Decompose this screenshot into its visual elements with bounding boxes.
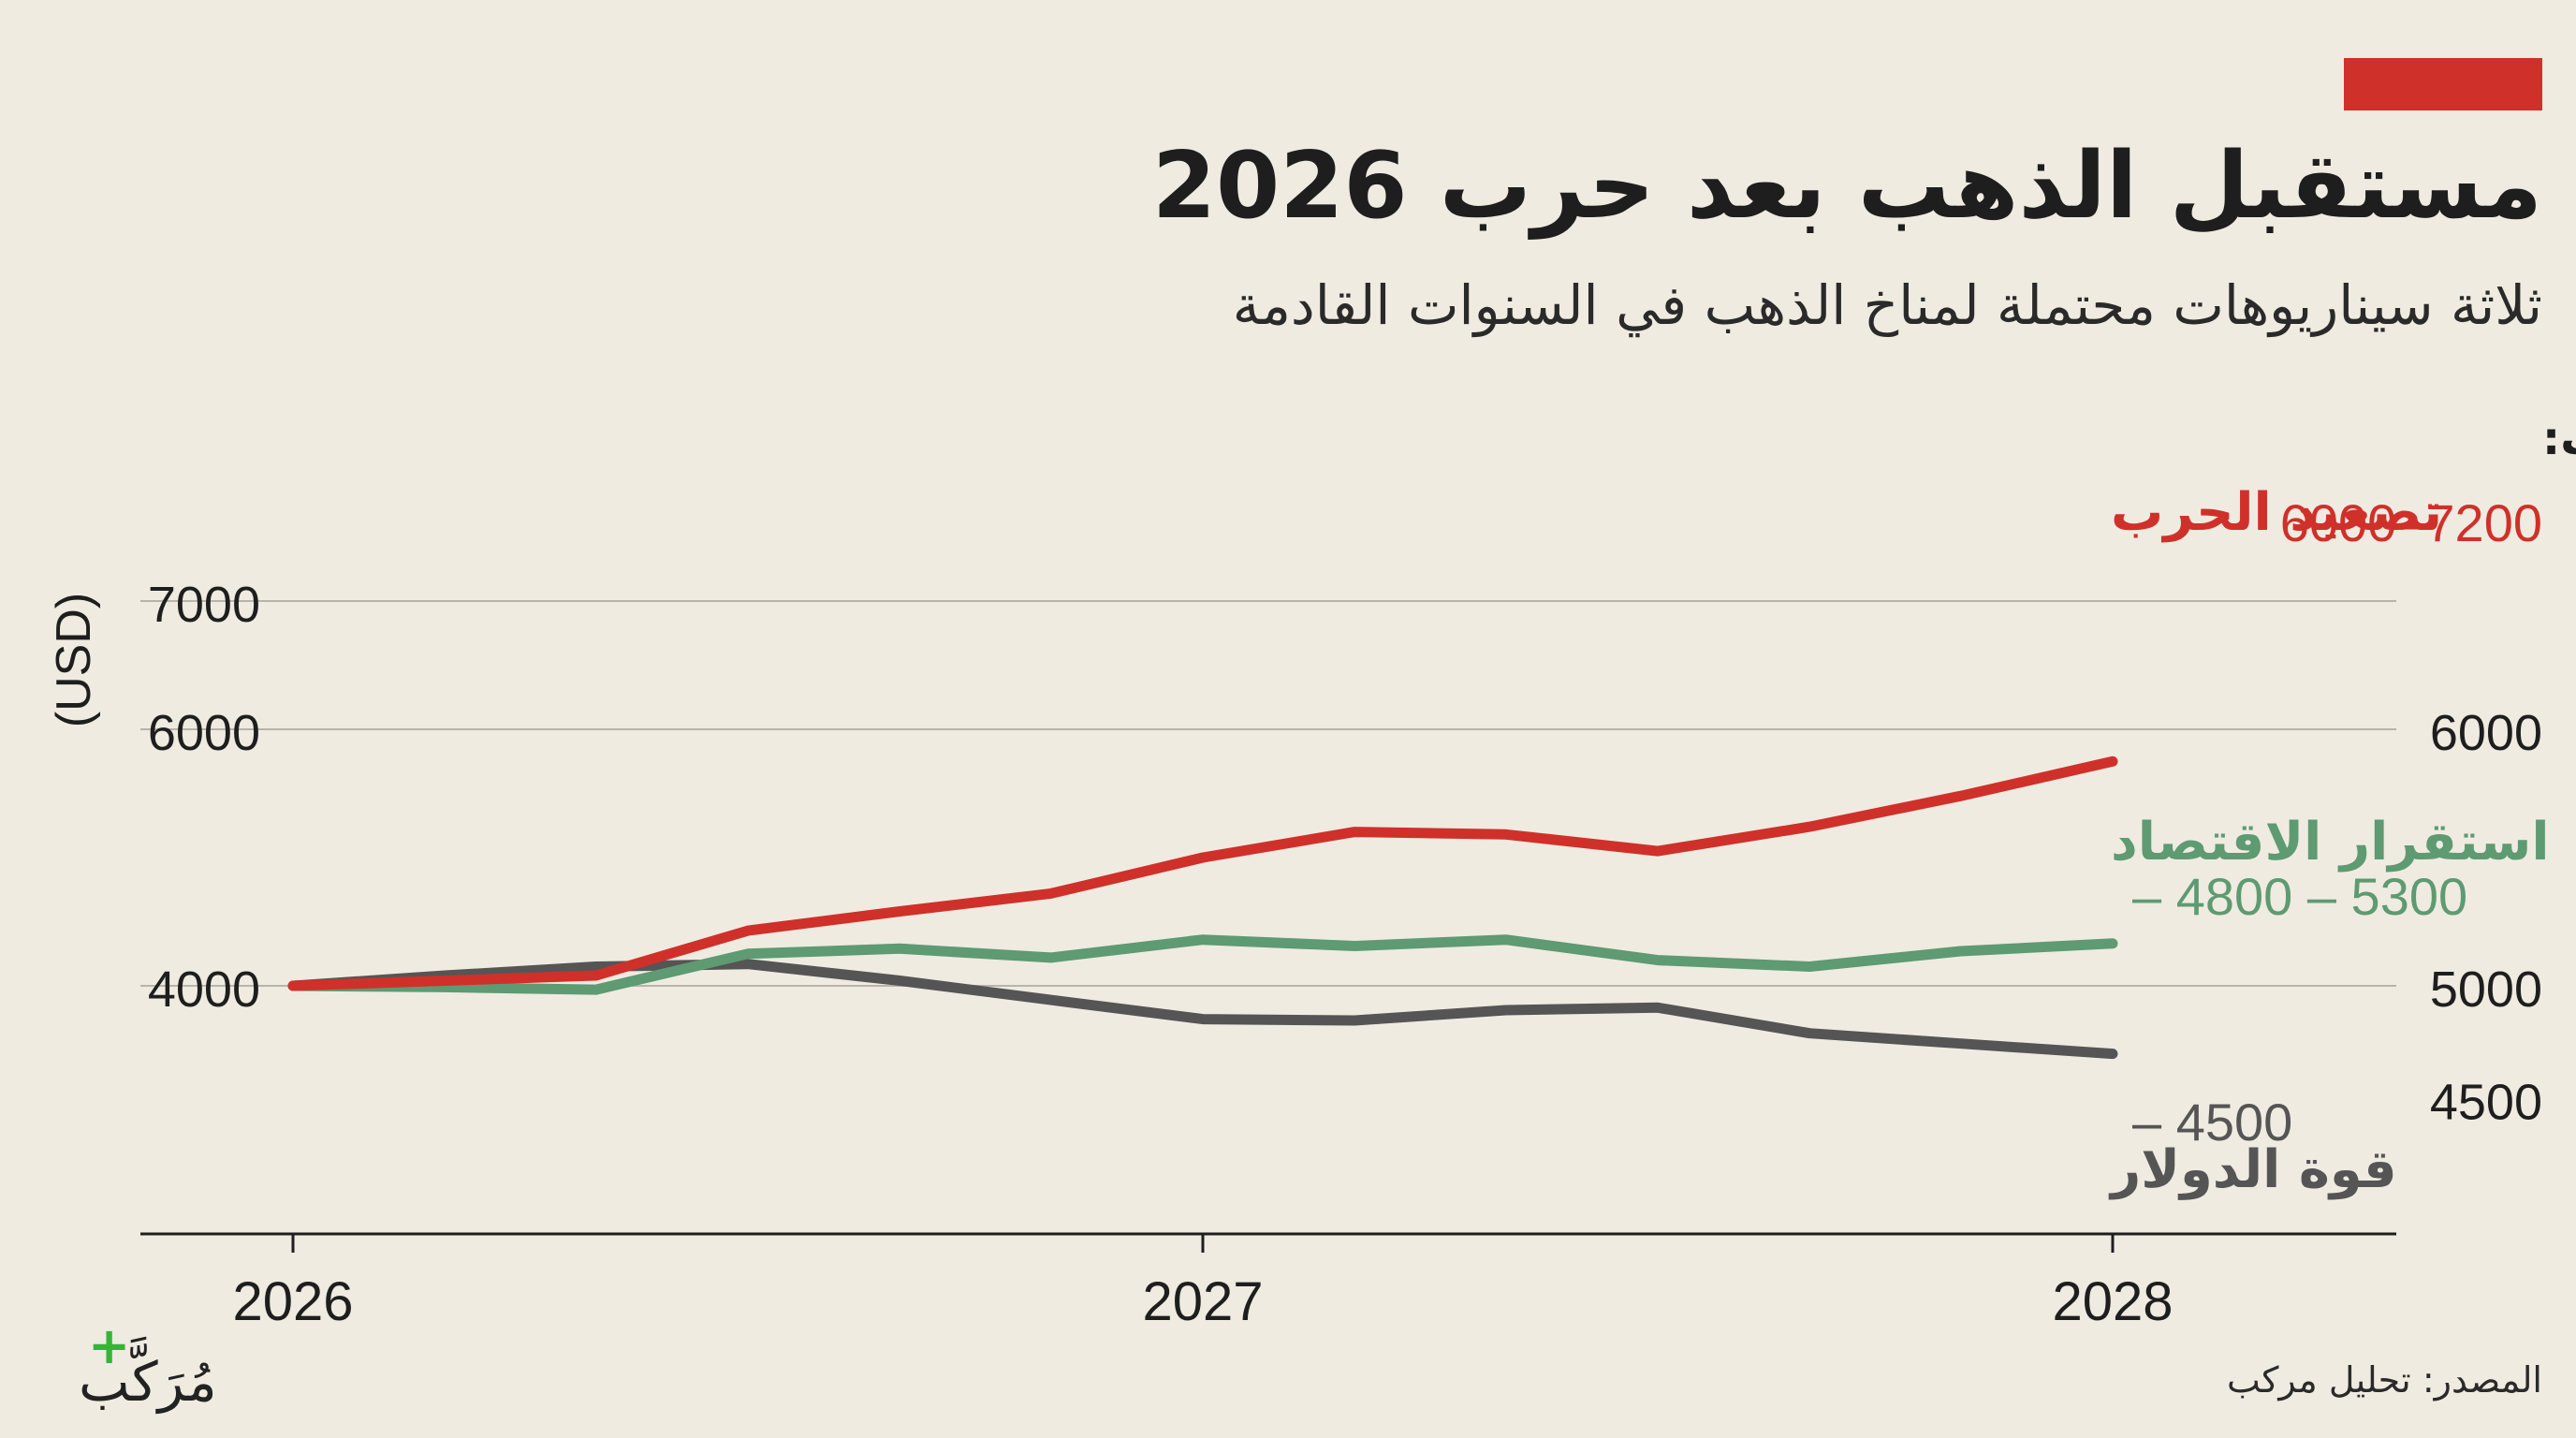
right-tick-label: 4500 [2430, 1075, 2542, 1131]
series-label-stability: استقرار الاقتصاد [2111, 812, 2550, 873]
brand-logo: + مُرَكَّب [79, 1316, 266, 1419]
axis-layer: 4000 6000 7000 (USD) لسعار: الذهب: 6000 5000 45… [47, 413, 2576, 1332]
plus-icon: + [88, 1316, 131, 1375]
range-label-stability: – 4800 – 5300 [2132, 867, 2467, 926]
y-tick-label: 6000 [148, 705, 260, 761]
right-tick-label: 5000 [2430, 961, 2542, 1018]
right-axis-label: لسعار: الذهب: [2542, 413, 2576, 465]
y-axis-label: (USD) [47, 593, 101, 727]
range-label-dollar: – 4500 [2132, 1093, 2292, 1152]
range-label-war: 6000–7200 [2280, 493, 2542, 552]
grid-layer [140, 600, 2396, 987]
series-label-war: تصعيد الحرب [2111, 482, 2442, 543]
logo-text: مُرَكَّب [79, 1350, 217, 1414]
y-tick-label: 7000 [148, 577, 260, 633]
series-layer [287, 756, 2118, 1060]
y-tick-label: 4000 [148, 961, 260, 1018]
x-tick-label: 2026 [232, 1271, 353, 1332]
right-tick-label: 6000 [2430, 705, 2542, 761]
page-title: مستقبل الذهب بعد حرب 2026 [1151, 133, 2542, 240]
series-line-dollar [287, 959, 2118, 1060]
series-line-stability [287, 934, 2118, 995]
series-line-war [287, 756, 2118, 991]
x-tick-label: 2028 [2052, 1271, 2173, 1332]
source-note: المصدر: تحليل مركب [2227, 1359, 2542, 1401]
series-label-dollar: قوة الدولار [2108, 1139, 2397, 1200]
page-subtitle: ثلاثة سيناريوهات محتملة لمناخ الذهب في ا… [1232, 273, 2542, 337]
accent-bar [2344, 58, 2542, 110]
x-tick-label: 2027 [1142, 1271, 1263, 1332]
